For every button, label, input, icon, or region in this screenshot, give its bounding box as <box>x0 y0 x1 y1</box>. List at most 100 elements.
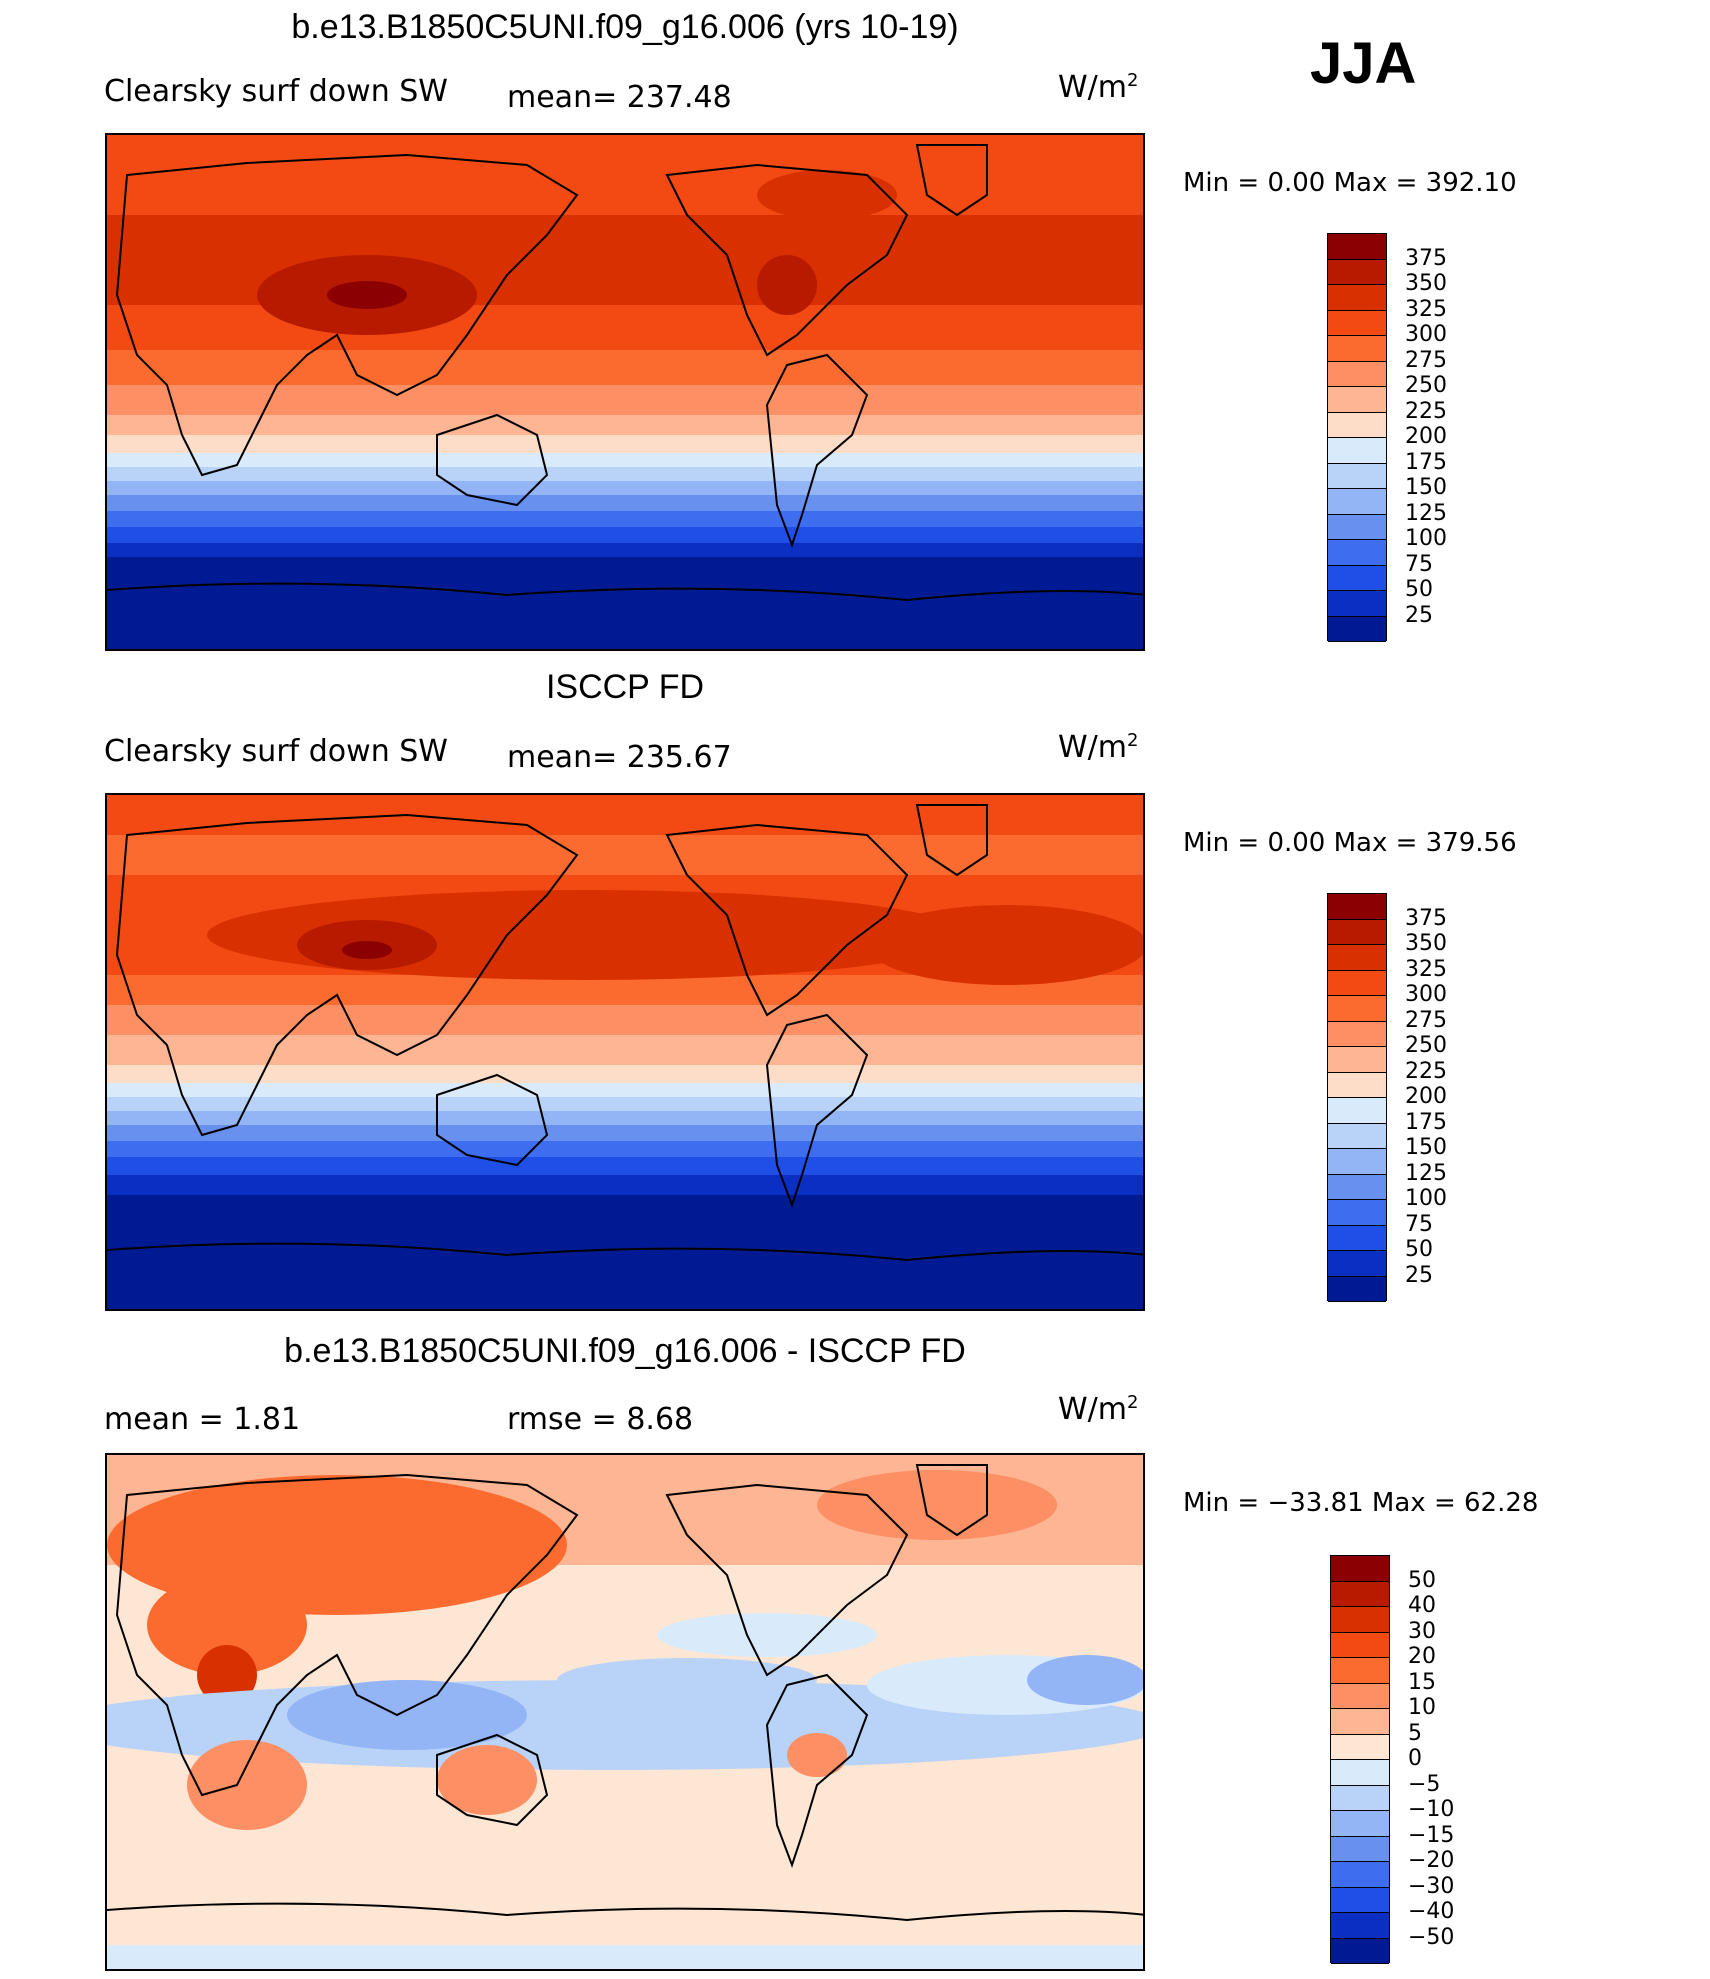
colorbar-label: 25 <box>1405 602 1433 628</box>
colorbar-label: 200 <box>1405 1084 1447 1109</box>
colorbar-swatch <box>1331 1556 1389 1582</box>
colorbar-label: 50 <box>1405 577 1433 602</box>
panel2-left-label: Clearsky surf down SW <box>104 734 448 769</box>
colorbar-label: 40 <box>1408 1593 1436 1618</box>
colorbar-swatch <box>1328 234 1386 260</box>
colorbar-swatch <box>1328 945 1386 971</box>
colorbar-swatch <box>1331 1734 1389 1760</box>
colorbar-label: 225 <box>1405 1058 1447 1084</box>
colorbar-label: 225 <box>1405 398 1447 424</box>
colorbar-swatch <box>1331 1913 1389 1939</box>
panel3-mean-label: mean = 1.81 <box>104 1402 301 1437</box>
colorbar-swatch <box>1331 1581 1389 1607</box>
colorbar-label: 100 <box>1405 1186 1447 1211</box>
panel1-minmax: Min = 0.00 Max = 392.10 <box>1183 168 1517 198</box>
colorbar-label: 300 <box>1405 982 1447 1007</box>
colorbar-label: 375 <box>1405 245 1447 271</box>
colorbar-label: −30 <box>1408 1873 1455 1899</box>
colorbar-label: −40 <box>1408 1899 1455 1924</box>
colorbar-label: 375 <box>1405 905 1447 931</box>
panel2-title: ISCCP FD <box>545 668 705 706</box>
colorbar-swatch <box>1331 1811 1389 1837</box>
colorbar-swatch <box>1331 1760 1389 1786</box>
colorbar-swatch <box>1328 1200 1386 1226</box>
colorbar-swatch <box>1328 591 1386 617</box>
colorbar-swatch <box>1328 514 1386 540</box>
colorbar-swatch <box>1331 1709 1389 1735</box>
colorbar-swatch <box>1328 1225 1386 1251</box>
colorbar-swatch <box>1328 438 1386 464</box>
colorbar-swatch <box>1331 1836 1389 1862</box>
panel1-colorbar <box>1327 233 1387 642</box>
colorbar-label: 10 <box>1408 1695 1436 1720</box>
panel1-title: b.e13.B1850C5UNI.f09_g16.006 (yrs 10-19) <box>291 8 959 46</box>
panel3-colorbar <box>1330 1555 1390 1964</box>
panel1-map-svg <box>107 135 1143 649</box>
colorbar-swatch <box>1328 1276 1386 1302</box>
colorbar-swatch <box>1328 919 1386 945</box>
colorbar-label: 250 <box>1405 1033 1447 1058</box>
colorbar-label: 175 <box>1405 1109 1447 1135</box>
colorbar-label: 150 <box>1405 1135 1447 1160</box>
panel3-map-svg <box>107 1455 1143 1969</box>
colorbar-label: 350 <box>1405 271 1447 296</box>
colorbar-label: 350 <box>1405 931 1447 956</box>
colorbar-swatch <box>1328 1021 1386 1047</box>
colorbar-swatch <box>1328 310 1386 336</box>
colorbar-swatch <box>1328 285 1386 311</box>
season-label: JJA <box>1310 31 1417 96</box>
colorbar-swatch <box>1328 1047 1386 1073</box>
colorbar-swatch <box>1331 1632 1389 1658</box>
colorbar-label: −10 <box>1408 1797 1455 1822</box>
colorbar-swatch <box>1328 540 1386 566</box>
colorbar-label: 20 <box>1408 1644 1436 1669</box>
colorbar-swatch <box>1328 996 1386 1022</box>
colorbar-swatch <box>1328 387 1386 413</box>
panel3-minmax: Min = −33.81 Max = 62.28 <box>1183 1488 1539 1518</box>
colorbar-label: 125 <box>1405 500 1447 526</box>
panel3-map <box>105 1453 1145 1971</box>
colorbar-label: 15 <box>1408 1669 1436 1695</box>
colorbar-label: 0 <box>1408 1746 1422 1771</box>
colorbar-label: 75 <box>1405 551 1433 577</box>
panel2-minmax: Min = 0.00 Max = 379.56 <box>1183 828 1517 858</box>
colorbar-swatch <box>1328 565 1386 591</box>
colorbar-label: 200 <box>1405 424 1447 449</box>
panel2-units: W/m2 <box>1058 730 1139 765</box>
colorbar-label: 50 <box>1408 1567 1436 1593</box>
colorbar-label: 50 <box>1405 1237 1433 1262</box>
colorbar-label: 300 <box>1405 322 1447 347</box>
colorbar-swatch <box>1328 361 1386 387</box>
colorbar-swatch <box>1328 1098 1386 1124</box>
colorbar-swatch <box>1328 259 1386 285</box>
colorbar-swatch <box>1328 616 1386 642</box>
colorbar-swatch <box>1331 1607 1389 1633</box>
colorbar-swatch <box>1328 1174 1386 1200</box>
colorbar-swatch <box>1328 1072 1386 1098</box>
panel2-map <box>105 793 1145 1311</box>
colorbar-swatch <box>1328 1123 1386 1149</box>
colorbar-label: 30 <box>1408 1618 1436 1644</box>
colorbar-swatch <box>1328 489 1386 515</box>
colorbar-swatch <box>1328 412 1386 438</box>
colorbar-swatch <box>1328 1149 1386 1175</box>
colorbar-swatch <box>1328 894 1386 920</box>
colorbar-label: 25 <box>1405 1262 1433 1288</box>
colorbar-label: −20 <box>1408 1848 1455 1873</box>
panel3-units: W/m2 <box>1058 1392 1139 1427</box>
colorbar-label: 75 <box>1405 1211 1433 1237</box>
panel2-colorbar <box>1327 893 1387 1302</box>
panel2-map-svg <box>107 795 1143 1309</box>
colorbar-swatch <box>1328 1251 1386 1277</box>
colorbar-label: 325 <box>1405 956 1447 982</box>
colorbar-label: 275 <box>1405 347 1447 373</box>
colorbar-swatch <box>1331 1658 1389 1684</box>
colorbar-swatch <box>1331 1887 1389 1913</box>
panel1-units: W/m2 <box>1058 70 1139 105</box>
colorbar-label: −15 <box>1408 1822 1455 1848</box>
panel1-left-label: Clearsky surf down SW <box>104 74 448 109</box>
colorbar-label: 325 <box>1405 296 1447 322</box>
colorbar-swatch <box>1328 970 1386 996</box>
colorbar-label: 5 <box>1408 1720 1422 1746</box>
panel2-mean-label: mean= 235.67 <box>507 740 732 775</box>
